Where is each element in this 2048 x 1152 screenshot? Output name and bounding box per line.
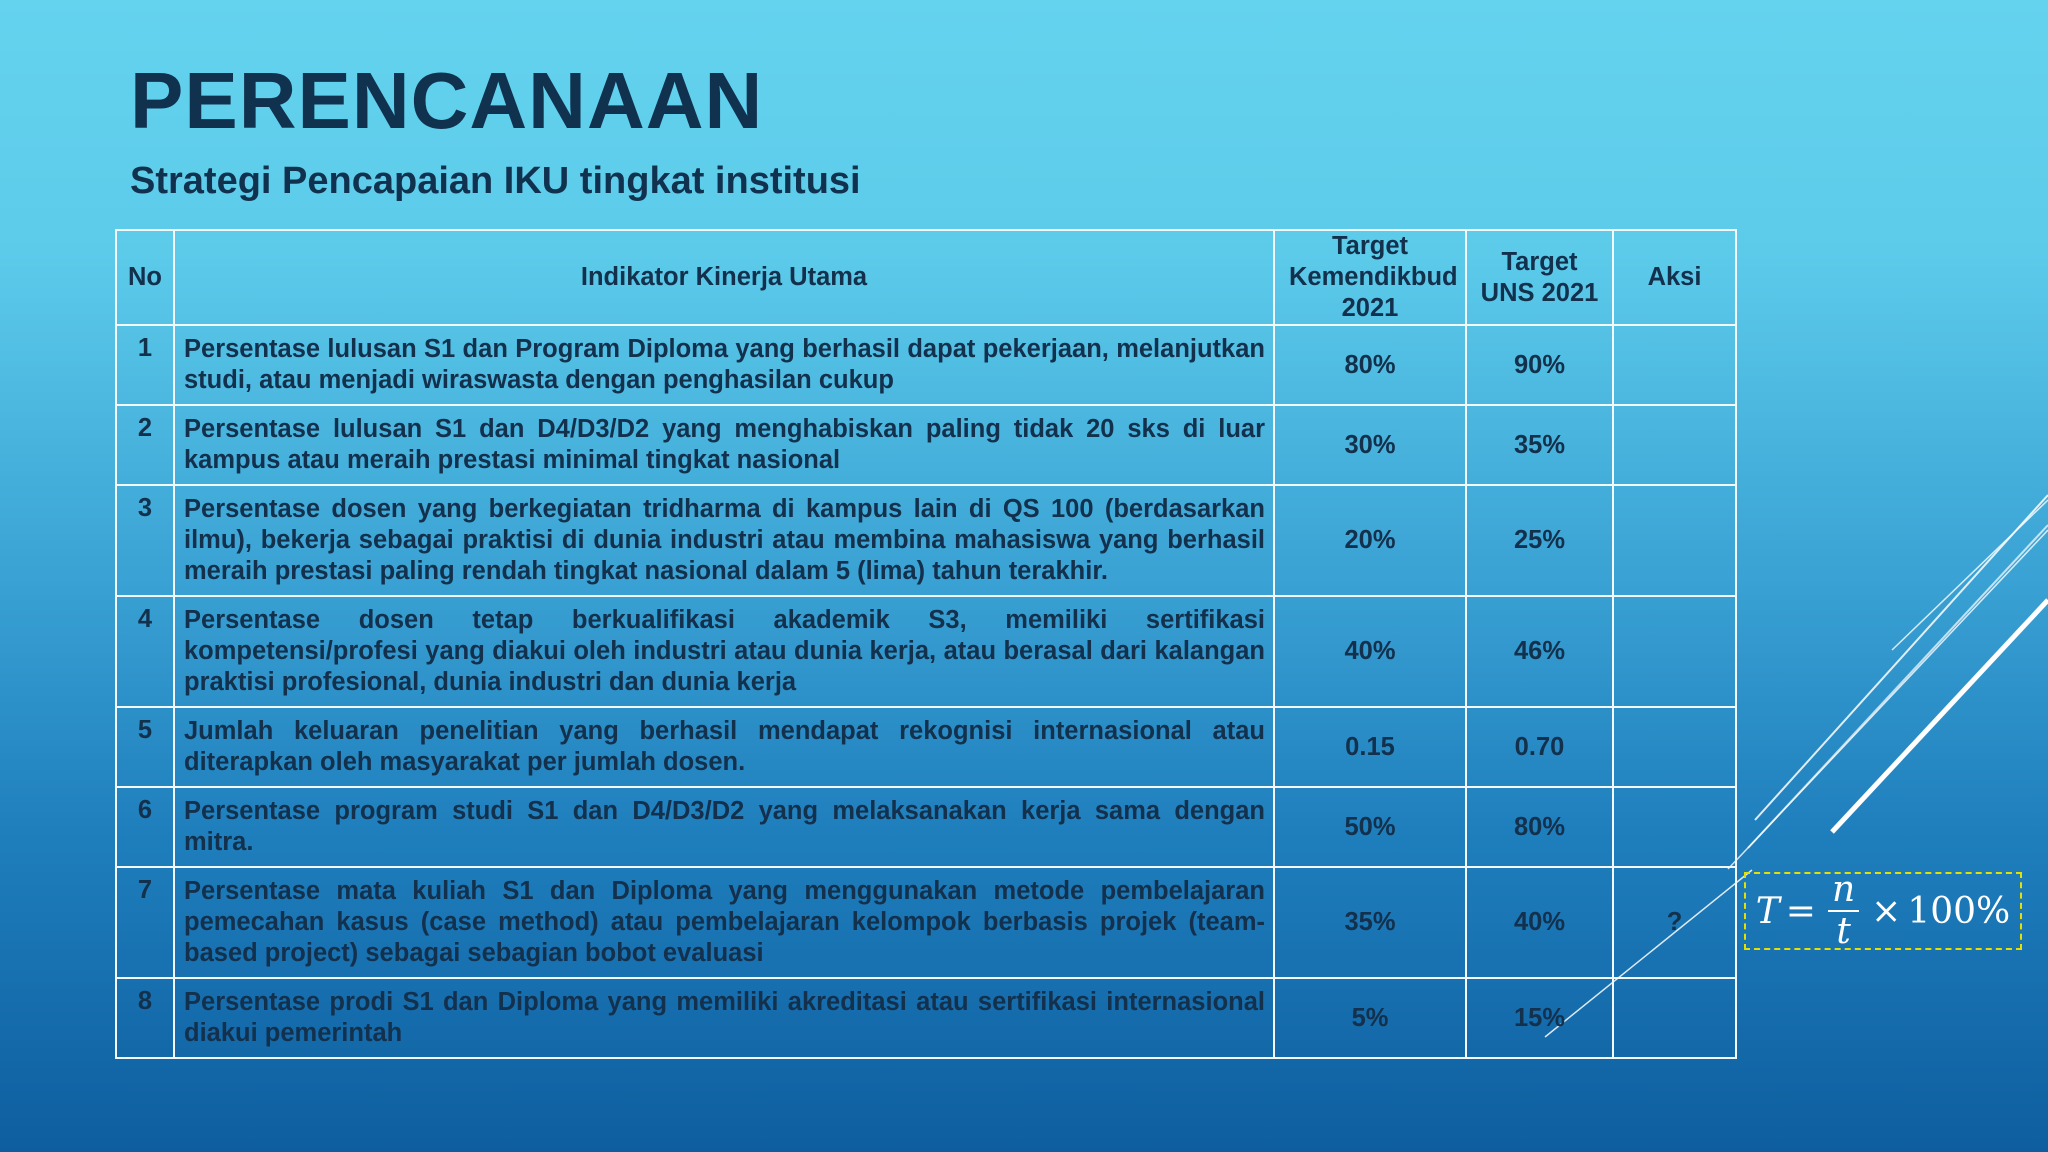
- header-target-kemendikbud: Target Kemendikbud 2021: [1273, 229, 1467, 326]
- row-target-uns: 46%: [1465, 595, 1614, 708]
- table-row: 3 Persentase dosen yang berkegiatan trid…: [115, 484, 1737, 597]
- row-target-uns: 0.70: [1465, 706, 1614, 788]
- table-row: 2 Persentase lulusan S1 dan D4/D3/D2 yan…: [115, 404, 1737, 486]
- table-row: 4 Persentase dosen tetap berkualifikasi …: [115, 595, 1737, 708]
- row-no: 8: [115, 977, 175, 1059]
- row-no: 6: [115, 786, 175, 868]
- row-target-kemendikbud: 50%: [1273, 786, 1467, 868]
- row-indicator: Persentase mata kuliah S1 dan Diploma ya…: [173, 866, 1275, 979]
- iku-table: No Indikator Kinerja Utama Target Kemend…: [115, 229, 1737, 1059]
- row-target-kemendikbud: 0.15: [1273, 706, 1467, 788]
- row-target-uns: 35%: [1465, 404, 1614, 486]
- table-row: 1 Persentase lulusan S1 dan Program Dipl…: [115, 324, 1737, 406]
- percentage-formula: T = n t × 100%: [1744, 872, 2022, 950]
- row-indicator: Persentase lulusan S1 dan D4/D3/D2 yang …: [173, 404, 1275, 486]
- formula-lhs: T: [1755, 890, 1780, 932]
- row-aksi: [1612, 404, 1737, 486]
- row-target-kemendikbud: 35%: [1273, 866, 1467, 979]
- header-aksi: Aksi: [1612, 229, 1737, 326]
- row-target-uns: 40%: [1465, 866, 1614, 979]
- row-target-kemendikbud: 30%: [1273, 404, 1467, 486]
- question-mark: ?: [1612, 866, 1737, 979]
- formula-fraction: n t: [1827, 872, 1860, 952]
- row-indicator: Persentase program studi S1 dan D4/D3/D2…: [173, 786, 1275, 868]
- table-header-row: No Indikator Kinerja Utama Target Kemend…: [115, 229, 1737, 326]
- row-indicator: Persentase dosen yang berkegiatan tridha…: [173, 484, 1275, 597]
- row-target-kemendikbud: 80%: [1273, 324, 1467, 406]
- formula-equals: =: [1785, 890, 1816, 932]
- row-no: 7: [115, 866, 175, 979]
- row-aksi: [1612, 786, 1737, 868]
- header-no: No: [115, 229, 175, 326]
- row-aksi: [1612, 484, 1737, 597]
- row-no: 2: [115, 404, 175, 486]
- row-no: 3: [115, 484, 175, 597]
- row-aksi: [1612, 324, 1737, 406]
- row-no: 1: [115, 324, 175, 406]
- row-indicator: Persentase dosen tetap berkualifikasi ak…: [173, 595, 1275, 708]
- row-indicator: Jumlah keluaran penelitian yang berhasil…: [173, 706, 1275, 788]
- row-target-uns: 25%: [1465, 484, 1614, 597]
- slide-subtitle: Strategi Pencapaian IKU tingkat institus…: [130, 160, 861, 202]
- table-row: 7 Persentase mata kuliah S1 dan Diploma …: [115, 866, 1737, 979]
- row-aksi: [1612, 706, 1737, 788]
- formula-percent: 100%: [1907, 890, 2011, 932]
- row-target-uns: 15%: [1465, 977, 1614, 1059]
- formula-times: ×: [1871, 890, 1902, 932]
- formula-denominator: t: [1836, 911, 1851, 952]
- table-row: 5 Jumlah keluaran penelitian yang berhas…: [115, 706, 1737, 788]
- formula-numerator: n: [1827, 872, 1860, 912]
- header-target-uns: Target UNS 2021: [1465, 229, 1614, 326]
- row-no: 4: [115, 595, 175, 708]
- header-indicator: Indikator Kinerja Utama: [173, 229, 1275, 326]
- row-target-uns: 90%: [1465, 324, 1614, 406]
- table-row: 8 Persentase prodi S1 dan Diploma yang m…: [115, 977, 1737, 1059]
- row-aksi: [1612, 977, 1737, 1059]
- slide-title: PERENCANAAN: [130, 56, 764, 145]
- row-indicator: Persentase prodi S1 dan Diploma yang mem…: [173, 977, 1275, 1059]
- row-target-kemendikbud: 5%: [1273, 977, 1467, 1059]
- row-target-kemendikbud: 20%: [1273, 484, 1467, 597]
- row-target-kemendikbud: 40%: [1273, 595, 1467, 708]
- row-target-uns: 80%: [1465, 786, 1614, 868]
- row-indicator: Persentase lulusan S1 dan Program Diplom…: [173, 324, 1275, 406]
- row-aksi: [1612, 595, 1737, 708]
- table-row: 6 Persentase program studi S1 dan D4/D3/…: [115, 786, 1737, 868]
- row-no: 5: [115, 706, 175, 788]
